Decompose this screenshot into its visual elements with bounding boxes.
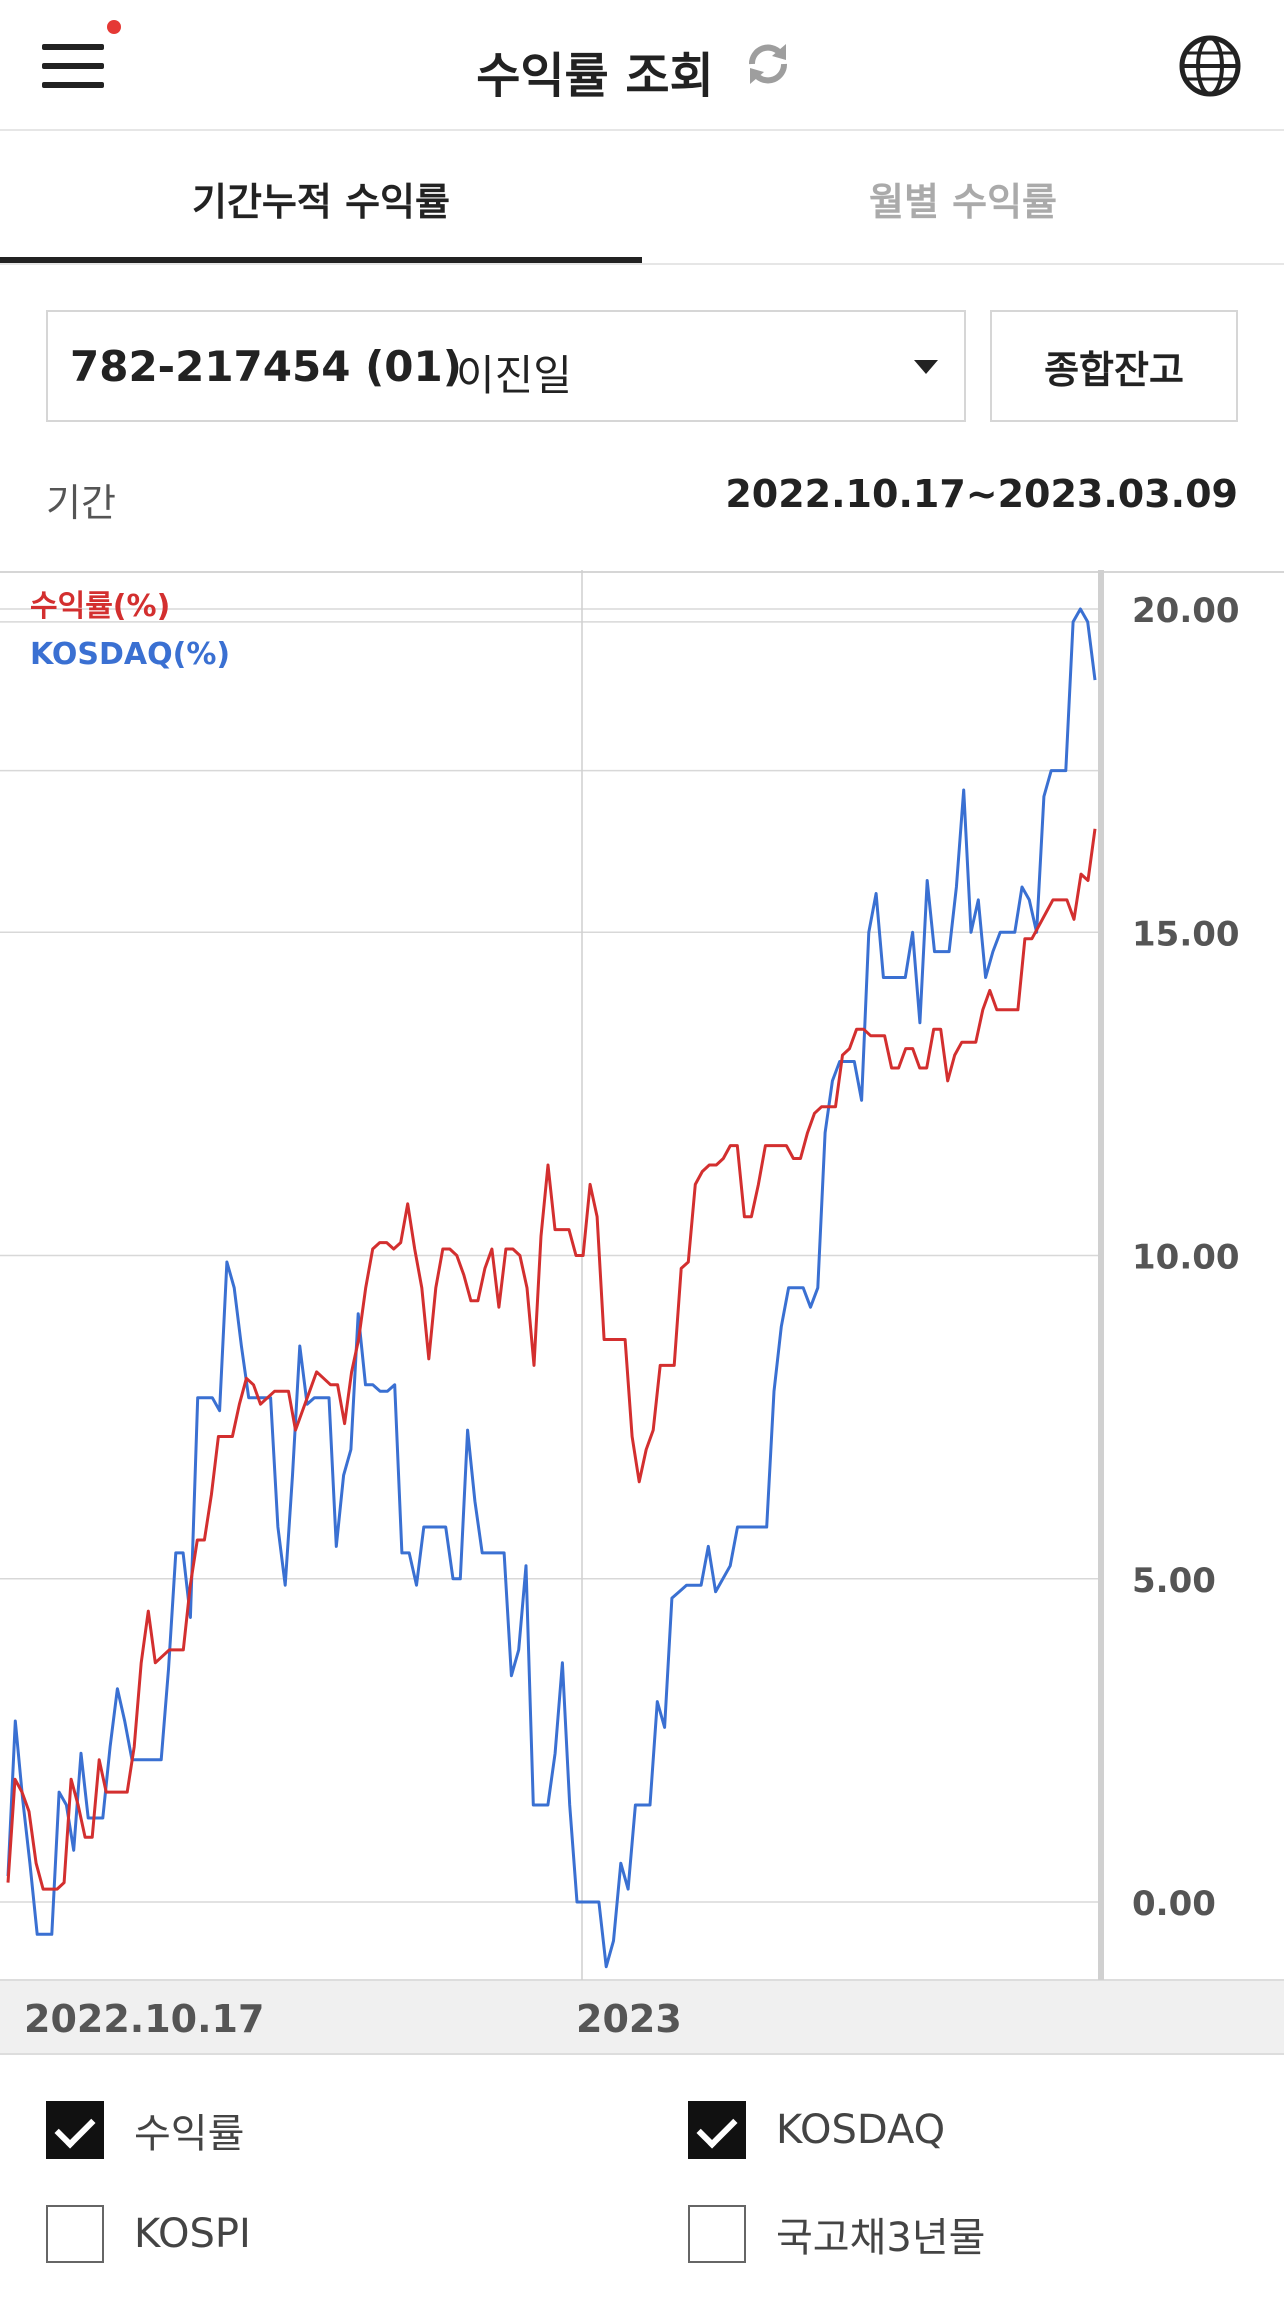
toggle-return-label: 수익률 [134, 2111, 245, 2157]
legend-entry: 수익률(%) [30, 589, 170, 624]
series-line-return [6, 828, 1097, 1891]
toggle-kosdaq-label: KOSDAQ [776, 2107, 946, 2153]
notification-dot [107, 20, 121, 34]
toggle-kospi[interactable]: KOSPI [46, 2205, 251, 2263]
hamburger-icon[interactable] [42, 40, 108, 92]
balance-button[interactable]: 종합잔고 [990, 310, 1238, 422]
y-tick-label: 20.00 [1132, 591, 1240, 631]
period-value: 2022.10.17~2023.03.09 [725, 472, 1238, 516]
globe-icon[interactable] [1178, 34, 1242, 98]
period-label: 기간 [46, 481, 116, 525]
refresh-icon[interactable] [738, 34, 798, 94]
series-toggle-panel: 수익률 KOSDAQ KOSPI 국고채3년물 [0, 2055, 1284, 2305]
toggle-treasury-3y-label: 국고채3년물 [776, 2215, 986, 2261]
chevron-down-icon [914, 360, 938, 374]
tab-cumulative-return[interactable]: 기간누적 수익률 [192, 179, 450, 224]
toggle-return[interactable]: 수익률 [46, 2101, 244, 2159]
x-tick-label: 2022.10.17 [24, 1997, 264, 2041]
y-tick-label: 10.00 [1132, 1238, 1240, 1278]
header: 수익률 조회 [0, 0, 1284, 131]
account-holder-name: 이진일 [456, 351, 572, 400]
toggle-treasury-3y[interactable]: 국고채3년물 [688, 2205, 985, 2263]
checkbox-kosdaq[interactable] [688, 2101, 746, 2159]
account-select[interactable]: 782-217454 (01) 이진일 [46, 310, 966, 422]
tab-active-indicator [0, 257, 642, 263]
account-number: 782-217454 (01) [70, 342, 462, 391]
page-title: 수익률 조회 [476, 48, 714, 104]
toggle-kosdaq[interactable]: KOSDAQ [688, 2101, 945, 2159]
checkbox-return[interactable] [46, 2101, 104, 2159]
toggle-kospi-label: KOSPI [134, 2211, 251, 2257]
tab-monthly-return[interactable]: 월별 수익률 [868, 179, 1058, 224]
checkbox-kospi[interactable] [46, 2205, 104, 2263]
y-tick-label: 0.00 [1132, 1884, 1216, 1924]
legend-entry: KOSDAQ(%) [30, 637, 230, 672]
checkbox-treasury-3y[interactable] [688, 2205, 746, 2263]
x-tick-label: 2023 [576, 1997, 682, 2041]
x-axis-band [0, 1980, 1284, 2055]
tab-bar: 기간누적 수익률 월별 수익률 [0, 131, 1284, 265]
y-tick-label: 15.00 [1132, 914, 1240, 954]
y-tick-label: 5.00 [1132, 1561, 1216, 1601]
